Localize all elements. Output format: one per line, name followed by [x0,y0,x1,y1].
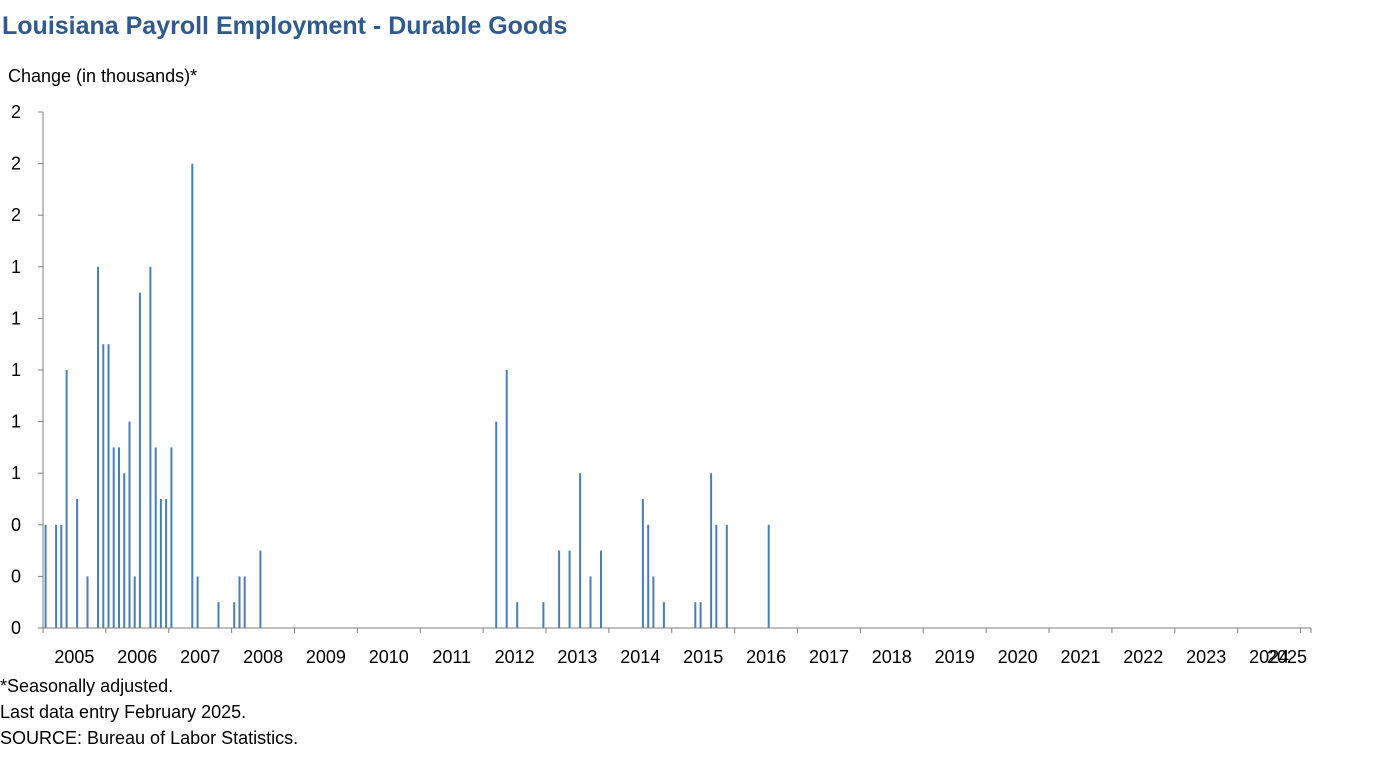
bar [170,447,173,628]
footnotes: *Seasonally adjusted. Last data entry Fe… [0,673,298,751]
bar [710,473,713,628]
bar [542,602,545,628]
y-tick-label: 2 [11,154,21,174]
bar [647,524,650,628]
bar [641,499,644,628]
y-tick-label: 2 [11,102,21,122]
bar [112,447,115,628]
x-tick-label: 2006 [117,647,157,667]
footnote-last-entry: Last data entry February 2025. [0,702,247,722]
bar [495,421,498,628]
x-tick-label: 2016 [746,647,786,667]
x-tick-label: 2025 [1267,647,1307,667]
bar [138,292,141,628]
bar [568,550,571,628]
bar [107,344,110,628]
footnote-seasonal: *Seasonally adjusted. [0,676,174,696]
bar [165,499,168,628]
x-tick-label: 2010 [369,647,409,667]
bar [128,421,131,628]
bar [725,524,728,628]
x-tick-label: 2005 [54,647,94,667]
y-axis: 0 0 0 1 1 1 1 1 2 2 2 [11,102,44,638]
bar [86,576,89,628]
bar [60,524,63,628]
bar [767,524,770,628]
bar [154,447,157,628]
x-tick-label: 2013 [557,647,597,667]
bar [259,550,262,628]
bar [102,344,105,628]
bars-group [44,163,770,628]
bar [652,576,655,628]
bar [97,266,99,628]
bar [694,602,697,628]
x-tick-label: 2019 [935,647,975,667]
bar [217,602,220,628]
bar [44,524,47,628]
bar [196,576,199,628]
bar [715,524,718,628]
bar [133,576,136,628]
bar [558,550,561,628]
y-tick-label: 1 [11,308,21,328]
bar [123,473,126,628]
bar [159,499,162,628]
x-tick-label: 2014 [620,647,660,667]
bar [243,576,246,628]
bar [76,499,79,628]
y-axis-caption: Change (in thousands)* [8,66,198,86]
y-tick-label: 0 [11,566,21,586]
x-tick-label: 2017 [809,647,849,667]
x-tick-label: 2008 [243,647,283,667]
x-axis: 2005 2006 2007 2008 2009 2010 2011 2012 2013 2014… [42,627,1312,667]
y-tick-label: 2 [11,205,21,225]
bar [600,550,602,628]
x-tick-label: 2012 [495,647,535,667]
x-tick-label: 2011 [432,647,471,667]
y-tick-label: 1 [11,360,21,380]
bar [662,602,665,628]
bar [505,370,508,628]
chart-title: Louisiana Payroll Employment - Durable G… [2,12,568,40]
x-tick-label: 2021 [1060,647,1100,667]
bar [516,602,519,628]
x-tick-label: 2007 [180,647,220,667]
bar [699,602,702,628]
x-tick-label: 2015 [683,647,723,667]
x-tick-label: 2009 [306,647,346,667]
bar [149,266,152,628]
x-tick-label: 2020 [998,647,1038,667]
bar [55,524,58,628]
x-tick-label: 2023 [1186,647,1226,667]
x-tick-label: 2018 [872,647,912,667]
y-tick-label: 1 [11,412,21,432]
y-tick-label: 0 [11,618,21,638]
bar [233,602,236,628]
x-tick-label: 2024 [1249,647,1289,667]
x-tick-label: 2022 [1123,647,1163,667]
y-tick-label: 1 [11,257,21,277]
footnote-source: SOURCE: Bureau of Labor Statistics. [0,728,299,748]
bar [118,447,120,628]
bar [579,473,582,628]
bar [65,370,68,628]
bar [191,163,194,628]
y-tick-label: 1 [11,463,21,483]
bar [589,576,592,628]
bar [238,576,241,628]
y-tick-label: 0 [11,515,21,535]
